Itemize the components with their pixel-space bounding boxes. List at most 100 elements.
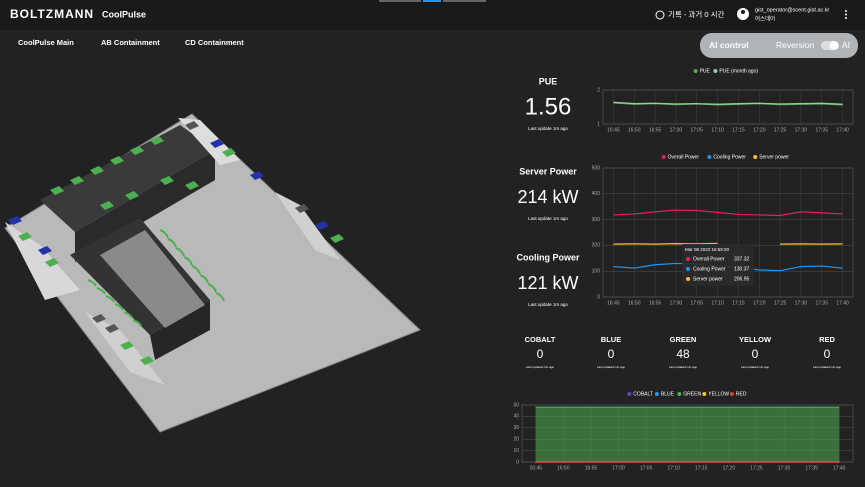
x-tick-label: 17:25: [750, 465, 763, 471]
metric-value: 1.56: [525, 93, 572, 120]
x-tick-label: 17:40: [833, 465, 846, 471]
cabinet: [275, 192, 340, 260]
tooltip-swatch: [686, 267, 690, 271]
rack-indicator: [45, 258, 59, 267]
airflow: [183, 256, 193, 266]
rack-indicator: [110, 156, 124, 165]
user-icon-head: [741, 10, 745, 14]
x-tick-label: 17:10: [711, 127, 724, 133]
x-tick-label: 17:25: [774, 127, 787, 133]
airflow: [132, 319, 142, 327]
airflow: [87, 279, 97, 287]
y-tick-label: 20: [513, 437, 519, 443]
y-tick-label: 400: [592, 191, 601, 197]
logo[interactable]: BOLTZMANN: [10, 7, 94, 21]
switch-label: AI: [842, 40, 850, 50]
x-tick-label: 17:35: [805, 465, 818, 471]
metric-label: Server Power: [519, 166, 577, 176]
alert-name: BLUE: [601, 335, 621, 344]
nav-tab[interactable]: AB Containment: [101, 38, 160, 47]
x-tick-label: 17:40: [836, 300, 849, 306]
x-tick-label: 17:20: [753, 300, 766, 306]
rack-row: [40, 125, 215, 232]
clock-icon[interactable]: [655, 10, 665, 20]
legend-swatch: [713, 69, 718, 73]
x-tick-label: 17:15: [695, 465, 708, 471]
alert-updated: Last updated 1m ago: [597, 365, 626, 369]
rack-indicator: [92, 314, 106, 323]
x-tick-label: 17:20: [753, 127, 766, 133]
legend-label: Cooling Power: [713, 154, 746, 160]
alert-name: COBALT: [525, 335, 556, 344]
alert-value: 48: [676, 347, 690, 361]
legend-label: GREEN: [683, 391, 701, 397]
y-tick-label: 40: [513, 414, 519, 420]
legend-label: COBALT: [633, 391, 653, 397]
alert-updated: Last updated 1m ago: [526, 365, 555, 369]
rack-indicator: [125, 191, 139, 200]
y-tick-label: 500: [592, 165, 601, 171]
x-tick-label: 17:10: [667, 465, 680, 471]
x-tick-label: 17:00: [612, 465, 625, 471]
toggle-right[interactable]: Reversion: [776, 40, 815, 50]
toggle-left[interactable]: AI control: [709, 40, 749, 50]
user-email: gist_operator@scent.gist.ac.kr: [755, 7, 830, 13]
series-line: [613, 242, 843, 245]
x-tick-label: 17:15: [732, 300, 745, 306]
rack-indicator: [18, 232, 32, 241]
tooltip-name: Server power: [693, 276, 723, 282]
nav-tab[interactable]: CoolPulse Main: [18, 38, 74, 47]
alert-name: GREEN: [670, 335, 697, 344]
x-tick-label: 16:50: [628, 300, 641, 306]
rack-indicator: [250, 171, 264, 180]
time-range[interactable]: 기록 - 과거 0 시간: [668, 9, 725, 19]
x-tick-label: 16:45: [607, 127, 620, 133]
cabinet: [5, 222, 80, 300]
rack-indicator: [295, 204, 309, 213]
x-tick-label: 17:35: [815, 300, 828, 306]
x-tick-label: 17:30: [778, 465, 791, 471]
mode-toggle[interactable]: [700, 33, 858, 58]
menu-button[interactable]: [845, 10, 847, 19]
rack-indicator: [120, 341, 134, 350]
rack-indicator: [130, 146, 144, 155]
top-indicator: [443, 0, 486, 2]
tooltip-title: Mar 08 2023 16:59:20: [685, 247, 730, 252]
menu-dot: [845, 17, 847, 19]
metric-updated: Last update 1m ago: [528, 126, 568, 131]
header-bar: [0, 0, 865, 30]
y-tick-label: 30: [513, 425, 519, 431]
menu-dot: [845, 10, 847, 12]
alert-value: 0: [608, 347, 615, 361]
metric-label: Cooling Power: [517, 252, 580, 262]
rack-indicator: [315, 221, 329, 230]
tooltip-box: [682, 244, 754, 286]
series-line: [613, 101, 843, 105]
rack-indicator: [50, 186, 64, 195]
series-line: [613, 209, 843, 217]
airflow: [191, 265, 201, 275]
rack-indicator: [70, 176, 84, 185]
alert-name: RED: [819, 335, 835, 344]
x-tick-label: 17:30: [795, 300, 808, 306]
airflow: [215, 292, 225, 302]
tooltip-value: 130.37: [734, 266, 750, 272]
metric-value: 214 kW: [517, 187, 578, 207]
app-name: CoolPulse: [102, 9, 146, 19]
rack-indicator: [90, 166, 104, 175]
y-tick-label: 10: [513, 448, 519, 454]
airflow: [199, 274, 209, 284]
metric-updated: Last update 1m ago: [528, 302, 568, 307]
metric-updated: Last update 1m ago: [528, 216, 568, 221]
user-role: 어스데어: [755, 14, 775, 22]
tooltip-name: Overall Power: [693, 256, 725, 262]
nav-tab[interactable]: CD Containment: [185, 38, 244, 47]
x-tick-label: 16:55: [649, 127, 662, 133]
data-center-3d[interactable]: [4, 113, 421, 433]
x-tick-label: 17:00: [670, 300, 683, 306]
legend-swatch: [654, 392, 659, 396]
legend-swatch: [729, 392, 734, 396]
x-tick-label: 17:05: [640, 465, 653, 471]
rack-indicator: [330, 234, 344, 243]
rack-indicator: [185, 181, 199, 190]
